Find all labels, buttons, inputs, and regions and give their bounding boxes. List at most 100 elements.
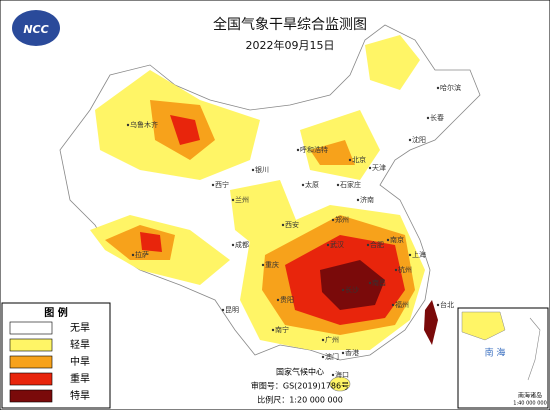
city-dot [386, 238, 390, 242]
city-dot [261, 263, 265, 267]
city-dot [348, 158, 352, 162]
drought-level-4 [320, 260, 438, 345]
drought-area [424, 300, 438, 345]
city-dot [301, 183, 305, 187]
legend-title: 图 例 [44, 306, 67, 319]
date: 2022年09月15日 [246, 38, 335, 52]
city-label: 武汉 [330, 240, 344, 249]
city-dot [394, 268, 398, 272]
inset-island-line [527, 317, 541, 381]
drought-area [230, 180, 300, 250]
drought-area [365, 35, 420, 90]
city-label: 海口 [335, 370, 349, 379]
city-label: 香港 [345, 348, 359, 357]
city-dot [271, 328, 275, 332]
drought-area [320, 260, 385, 310]
city-label: 沈阳 [412, 135, 426, 144]
title: 全国气象干旱综合监测图 [213, 16, 367, 33]
city-label: 成都 [235, 240, 249, 249]
city-dot [131, 253, 135, 257]
city-label: 重庆 [265, 260, 279, 269]
city-dot [408, 138, 412, 142]
legend-swatch [9, 321, 53, 335]
city-dot [368, 166, 372, 170]
hainan [329, 376, 351, 392]
city-label: 合肥 [370, 240, 384, 249]
city-label: 西宁 [215, 180, 229, 189]
city-dot [251, 168, 255, 172]
city-dot [436, 86, 440, 90]
inset-label: 南 海 [485, 347, 506, 359]
city-dot [368, 281, 372, 285]
city-dot [408, 253, 412, 257]
city-dot [341, 288, 345, 292]
city-label: 呼和浩特 [300, 145, 328, 154]
inset-caption: 南海诸岛 [518, 392, 542, 400]
city-label: 长沙 [345, 285, 359, 294]
city-label: 长春 [430, 113, 444, 122]
city-label: 南京 [390, 235, 404, 244]
legend-swatch [9, 389, 53, 403]
logo-badge [12, 10, 60, 46]
city-label: 福州 [395, 300, 409, 309]
drought-area [140, 232, 162, 252]
city-label: 银川 [255, 165, 269, 174]
legend-swatch [9, 355, 53, 369]
city-label: 广州 [325, 335, 339, 344]
city-label: 南昌 [372, 278, 386, 287]
legend-swatch [9, 372, 53, 386]
city-label: 西安 [285, 220, 299, 229]
city-label: 上海 [412, 250, 426, 259]
city-dot [426, 116, 430, 120]
city-dot [331, 373, 335, 377]
city-dot [321, 355, 325, 359]
legend-label: 无旱 [70, 322, 90, 334]
city-label: 乌鲁木齐 [130, 120, 158, 129]
legend-swatch [9, 338, 53, 352]
city-dot [126, 123, 130, 127]
city-label: 兰州 [235, 195, 249, 204]
city-label: 郑州 [335, 216, 349, 224]
city-dot [321, 338, 325, 342]
city-dot [391, 303, 395, 307]
city-label: 哈尔滨 [440, 83, 461, 92]
city-label: 台北 [440, 300, 454, 309]
city-label: 北京 [352, 155, 366, 164]
city-label: 澳门 [325, 352, 339, 361]
legend-label: 重旱 [70, 372, 90, 385]
city-label: 太原 [305, 180, 319, 189]
inset-map: 南 海 南海诸岛 1:40 000 000 [457, 307, 549, 409]
city-dot [326, 243, 330, 247]
footer-scale: 比例尺：1:20 000 000 [257, 395, 343, 405]
city-dot [211, 183, 215, 187]
legend-label: 特旱 [70, 390, 90, 402]
city-dot [231, 243, 235, 247]
footer-org: 国家气候中心 [276, 367, 324, 377]
city-dot [366, 243, 370, 247]
china-map [59, 24, 481, 392]
city-label: 贵阳 [280, 295, 294, 304]
city-dot [356, 198, 360, 202]
city-label: 杭州 [398, 265, 412, 274]
logo: NCC [12, 10, 60, 46]
city-dot [231, 198, 235, 202]
city-label: 天津 [372, 164, 386, 172]
logo-text: NCC [23, 23, 48, 36]
drought-area [170, 115, 200, 145]
city-dot [221, 308, 225, 312]
city-dot [341, 351, 345, 355]
inset-scale: 1:40 000 000 [513, 401, 547, 407]
legend-label: 中旱 [70, 355, 90, 368]
city-dot [276, 298, 280, 302]
city-label: 昆明 [225, 306, 239, 314]
footer-approval: 审图号：GS(2019)1786号 [251, 381, 349, 391]
city-label: 南宁 [275, 325, 289, 334]
city-label: 石家庄 [340, 180, 361, 189]
city-dot [296, 148, 300, 152]
city-label: 拉萨 [135, 250, 149, 259]
drought-area [310, 140, 355, 165]
city-dot [281, 223, 285, 227]
